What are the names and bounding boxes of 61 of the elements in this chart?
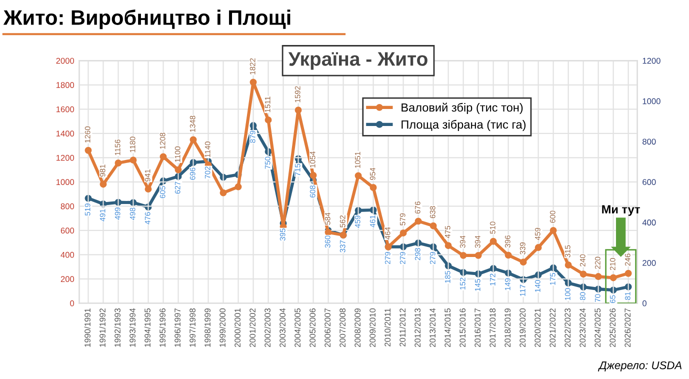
legend-label: Площа зібрана (тис га) bbox=[402, 120, 526, 132]
y-tick-label: 1800 bbox=[56, 82, 74, 88]
x-tick-label: 1991/1992 bbox=[99, 308, 106, 347]
y2-tick-label: 400 bbox=[642, 220, 656, 226]
x-tick-label: 2026/2027 bbox=[624, 308, 631, 348]
x-tick-label: 1999/2000 bbox=[219, 308, 226, 347]
y2-tick-label: 800 bbox=[642, 138, 656, 145]
y-tick-label: 400 bbox=[60, 252, 74, 258]
x-tick-label: 2001/2002 bbox=[249, 308, 256, 348]
x-tick-label: 2025/2026 bbox=[609, 308, 616, 348]
x-tick-label: 2010/2011 bbox=[384, 308, 391, 346]
x-tick-label: 2012/2013 bbox=[414, 308, 421, 348]
x-tick-label: 2002/2003 bbox=[264, 308, 270, 348]
x-tick-label: 1993/1994 bbox=[129, 308, 136, 347]
x-tick-label: 2014/2015 bbox=[444, 308, 451, 348]
y2-tick-label: 1200 bbox=[642, 58, 660, 64]
x-tick-label: 2005/2006 bbox=[309, 308, 316, 348]
x-tick-label: 2015/2016 bbox=[459, 308, 466, 348]
x-tick-label: 2016/2017 bbox=[474, 308, 481, 348]
y-tick-label: 1000 bbox=[56, 179, 74, 186]
y-tick-label: 200 bbox=[60, 276, 74, 282]
x-tick-label: 1990/1991 bbox=[84, 308, 90, 347]
x-tick-label: 2009/2010 bbox=[369, 308, 376, 348]
chart-subtitle: Жито: Виробництво і Площі bbox=[3, 9, 290, 30]
y2-tick-label: 0 bbox=[642, 300, 646, 306]
x-tick-label: 2011/2012 bbox=[399, 308, 406, 346]
x-tick-label: 2022/2023 bbox=[564, 308, 571, 348]
x-tick-label: 2004/2005 bbox=[294, 308, 301, 348]
y-tick-label: 2000 bbox=[56, 58, 74, 64]
x-tick-label: 2007/2008 bbox=[339, 308, 346, 348]
x-tick-label: 2006/2007 bbox=[324, 308, 331, 348]
x-tick-label: 2008/2009 bbox=[354, 308, 361, 348]
y-tick-label: 0 bbox=[70, 300, 74, 306]
x-tick-label: 2000/2001 bbox=[234, 308, 240, 348]
x-tick-label: 2003/2004 bbox=[279, 308, 286, 348]
legend-label: Валовий збір (тис тон) bbox=[402, 102, 523, 114]
x-tick-label: 2013/2014 bbox=[429, 308, 436, 348]
text: Джерело: USDA bbox=[598, 361, 682, 372]
x-tick-label: 2023/2024 bbox=[579, 308, 586, 348]
y-tick-label: 1400 bbox=[56, 130, 74, 137]
y2-tick-label: 600 bbox=[642, 179, 656, 186]
x-tick-label: 1992/1993 bbox=[114, 308, 120, 347]
x-tick-label: 2017/2018 bbox=[489, 308, 496, 348]
y-tick-label: 600 bbox=[60, 228, 74, 234]
x-tick-label: 1998/1999 bbox=[204, 308, 210, 347]
y2-tick-label: 1000 bbox=[642, 98, 660, 104]
x-tick-label: 2024/2025 bbox=[594, 308, 601, 348]
x-tick-label: 2020/2021 bbox=[534, 308, 541, 348]
annotation: Ми тут bbox=[602, 205, 640, 216]
x-tick-label: 1994/1995 bbox=[144, 308, 150, 347]
x-tick-label: 1995/1996 bbox=[159, 308, 166, 347]
y-tick-label: 1200 bbox=[56, 154, 74, 161]
y-tick-label: 1600 bbox=[56, 106, 74, 112]
x-tick-label: 2021/2022 bbox=[549, 308, 556, 348]
x-tick-label: 1996/1997 bbox=[174, 308, 180, 347]
y2-tick-label: 200 bbox=[642, 260, 656, 266]
x-tick-label: 2019/2020 bbox=[519, 308, 526, 348]
chart-title: Україна - Жито bbox=[288, 52, 428, 70]
x-tick-label: 1997/1998 bbox=[189, 308, 196, 347]
x-tick-label: 2018/2019 bbox=[504, 308, 511, 348]
y-tick-label: 800 bbox=[60, 203, 74, 210]
